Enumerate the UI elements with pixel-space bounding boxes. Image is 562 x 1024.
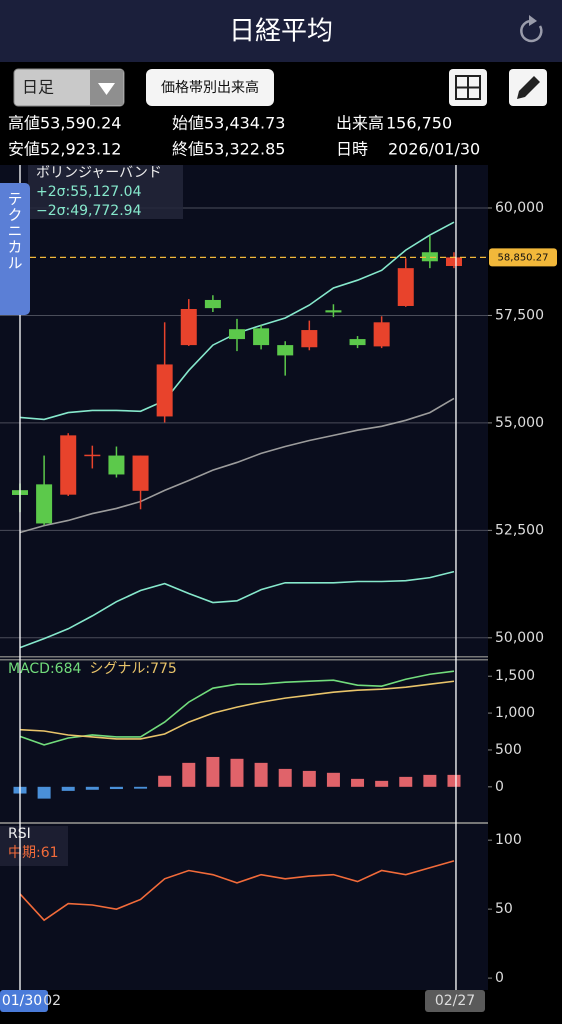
y-tick-label: 100 xyxy=(495,832,522,848)
histogram-bar xyxy=(85,786,99,790)
candle-body xyxy=(180,308,197,346)
quote-label: 終値 xyxy=(172,140,204,159)
series-line xyxy=(19,860,455,922)
series-line xyxy=(19,680,455,740)
candle-body xyxy=(60,435,77,495)
legend-box xyxy=(0,826,68,866)
refresh-button[interactable] xyxy=(520,15,543,43)
y-tick-label: 57,500 xyxy=(495,307,544,323)
candle-body xyxy=(132,455,149,491)
header-title: 日経平均 xyxy=(229,17,333,47)
histogram-bar xyxy=(182,762,196,787)
legend-entry: シグナル:775 xyxy=(89,661,176,677)
y-tick-label: 50,000 xyxy=(495,630,544,646)
period-label: 日足 xyxy=(22,78,54,97)
y-tick-label: 1,500 xyxy=(495,668,535,684)
y-tick-label: 0 xyxy=(495,970,504,986)
technical-tab[interactable]: テクニカル xyxy=(0,183,30,315)
series-line xyxy=(19,670,455,746)
candle-body xyxy=(301,330,318,348)
date-box xyxy=(0,990,48,1012)
series-line xyxy=(19,397,455,534)
candle-body xyxy=(421,252,438,262)
volume-profile-button[interactable] xyxy=(146,69,274,106)
histogram-bar xyxy=(230,758,244,787)
histogram-bar xyxy=(399,776,413,787)
candle-body xyxy=(325,310,342,313)
histogram-bar xyxy=(158,775,172,787)
histogram-bar xyxy=(278,768,292,787)
histogram-bar xyxy=(254,762,268,787)
quote-label: 高値 xyxy=(8,114,40,133)
y-tick-label: 1,000 xyxy=(495,705,535,721)
histogram-bar xyxy=(326,772,340,787)
volume-profile-label: 価格帯別出来高 xyxy=(161,79,259,96)
candle-body xyxy=(108,455,125,475)
y-tick-label: 0 xyxy=(495,779,504,795)
histogram-bar xyxy=(109,786,123,790)
candle-body xyxy=(204,299,221,309)
panel-separator xyxy=(0,656,488,658)
histogram-bar xyxy=(423,774,437,787)
draw-button[interactable] xyxy=(509,69,547,106)
candle-body xyxy=(373,322,390,347)
y-tick-label: 50 xyxy=(495,901,513,917)
quote-value: 156,750 xyxy=(386,114,452,133)
histogram-bar xyxy=(375,780,389,787)
quote-value: 52,923.12 xyxy=(40,140,121,159)
indicator-title: ボリンジャーバンド xyxy=(36,165,162,181)
legend-entry: MACD:684 xyxy=(8,661,81,677)
y-tick-label: 500 xyxy=(495,742,522,758)
candle-body xyxy=(445,257,462,267)
histogram-bar xyxy=(37,786,51,799)
header-bar xyxy=(0,0,562,62)
quote-value: 53,322.85 xyxy=(204,140,285,159)
histogram-bar xyxy=(302,770,316,787)
plot-background xyxy=(0,165,488,990)
histogram-bar xyxy=(134,786,148,789)
last-price-label: 58,850.27 xyxy=(498,252,549,263)
panel-separator xyxy=(0,659,488,661)
period-dropdown[interactable] xyxy=(13,68,125,107)
candle-body xyxy=(156,364,173,417)
quote-label: 日時 xyxy=(336,140,368,159)
legend-entry: −2σ:49,772.94 xyxy=(36,203,142,219)
quote-label: 出来高 xyxy=(336,114,384,133)
x-tick-label: 01/30 xyxy=(2,993,42,1009)
candle-body xyxy=(349,339,366,346)
candle-body xyxy=(277,345,294,356)
series-line xyxy=(19,570,455,649)
quote-value: 53,434.73 xyxy=(204,114,285,133)
candle-body xyxy=(253,328,270,346)
histogram-bar xyxy=(206,756,220,787)
layout-button[interactable] xyxy=(449,69,487,106)
y-tick-label: 55,000 xyxy=(495,415,544,431)
histogram-bar xyxy=(61,786,75,791)
last-price-box xyxy=(489,248,557,267)
quote-value: 53,590.24 xyxy=(40,114,121,133)
x-tick-label: 02/27 xyxy=(435,993,475,1009)
x-tick-label: 02 xyxy=(43,993,61,1009)
quote-label: 始値 xyxy=(172,114,204,133)
quote-value: 2026/01/30 xyxy=(388,140,480,159)
y-tick-label: 60,000 xyxy=(495,200,544,216)
histogram-bar xyxy=(351,778,365,787)
quote-label: 安値 xyxy=(8,140,40,159)
date-box xyxy=(425,990,485,1012)
candle-body xyxy=(36,484,53,524)
legend-box xyxy=(28,165,183,219)
candle-body xyxy=(228,329,245,340)
legend-entry: 中期:61 xyxy=(8,845,59,861)
candle-body xyxy=(84,454,101,457)
candle-body xyxy=(397,268,414,306)
histogram-bar xyxy=(447,774,461,787)
y-tick-label: 52,500 xyxy=(495,522,544,538)
legend-entry: +2σ:55,127.04 xyxy=(36,184,142,200)
panel-separator xyxy=(0,822,488,824)
